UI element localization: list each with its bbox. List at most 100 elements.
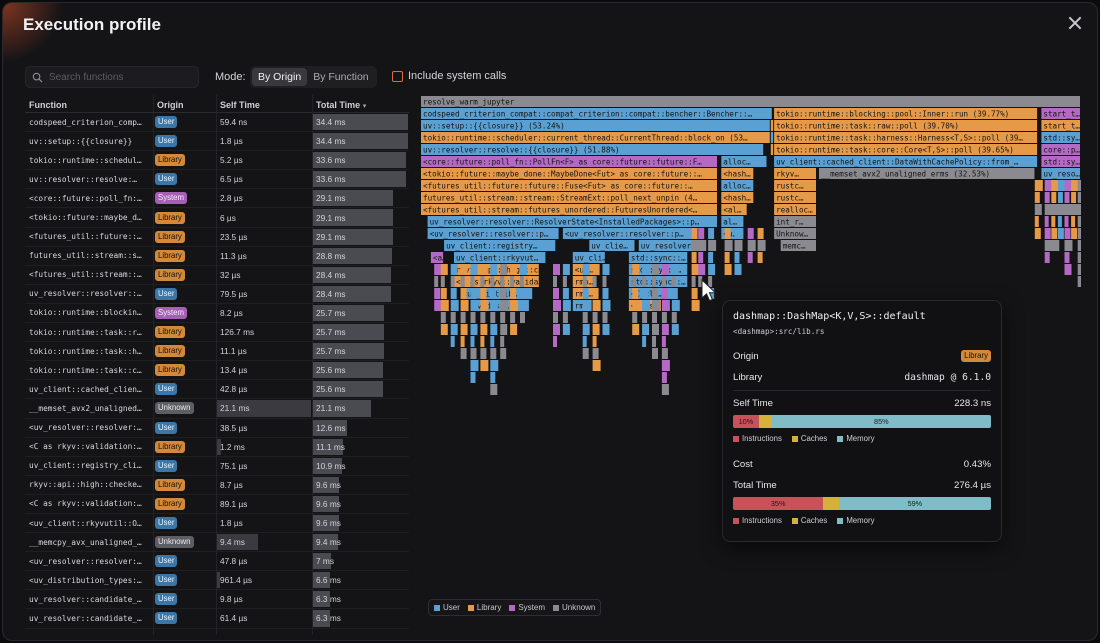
flame-frame-sliver[interactable] <box>708 288 715 299</box>
flame-frame-sliver[interactable] <box>582 336 587 347</box>
table-row[interactable]: rkyv::api::high::checke… Library 8.7 µs 9.6… <box>25 476 409 495</box>
flame-frame[interactable]: c <box>770 132 778 143</box>
flame-graph-canvas[interactable]: resolve_warm_jupyter codspeed_criterion_c… <box>421 96 1086 616</box>
flame-frame-sliver[interactable] <box>671 276 676 287</box>
flame-frame[interactable]: rkyv… <box>774 168 816 179</box>
flame-frame-sliver[interactable] <box>708 276 713 287</box>
flame-frame-sliver[interactable] <box>661 324 669 335</box>
flame-frame-sliver[interactable] <box>652 288 658 299</box>
flame-frame-rect[interactable] <box>1041 108 1080 119</box>
flame-frame-sliver[interactable] <box>582 348 589 359</box>
flame-frame-sliver[interactable] <box>1077 264 1085 275</box>
flame-frame-sliver[interactable] <box>520 276 524 287</box>
flame-frame[interactable]: <futures_util::future::future::Fuse<Fut>… <box>421 180 717 191</box>
flame-frame-sliver[interactable] <box>470 264 478 275</box>
flame-frame-sliver[interactable] <box>661 288 668 299</box>
flame-frame-sliver[interactable] <box>734 240 743 251</box>
flame-frame-sliver[interactable] <box>592 336 597 347</box>
flame-frame-sliver[interactable] <box>661 276 666 287</box>
flame-frame-rect[interactable] <box>421 108 772 119</box>
flame-frame-sliver[interactable] <box>642 288 649 299</box>
flame-frame-sliver[interactable] <box>1077 180 1086 191</box>
table-row[interactable]: <C as rkyv::validation:… Library 89.1 µs 9.… <box>25 495 409 514</box>
flame-frame-sliver[interactable] <box>1034 216 1039 227</box>
flame-frame-sliver[interactable] <box>480 264 488 275</box>
table-row[interactable]: __memset_avx2_unaligned… Unknown 21.1 ms 21… <box>25 399 409 419</box>
flame-frame-sliver[interactable] <box>440 312 446 323</box>
flame-frame[interactable]: c <box>770 144 778 155</box>
flame-frame-sliver[interactable] <box>602 312 608 323</box>
flame-frame-sliver[interactable] <box>708 228 715 239</box>
flame-frame[interactable]: uv_reso… <box>1041 168 1080 179</box>
flame-frame-sliver[interactable] <box>500 264 508 275</box>
flame-frame-sliver[interactable] <box>480 324 488 335</box>
flame-frame-sliver[interactable] <box>434 276 439 287</box>
flame-frame-sliver[interactable] <box>520 312 525 323</box>
table-row[interactable]: __memcpy_avx_unaligned_… Unknown 9.4 ms 9.4… <box>25 533 409 553</box>
flame-frame[interactable]: c <box>770 120 778 131</box>
table-row[interactable]: tokio::runtime::blockin… System 8.2 µs 25.7… <box>25 304 409 324</box>
flame-frame-sliver[interactable] <box>460 300 469 311</box>
flame-frame-sliver[interactable] <box>582 324 590 335</box>
flame-frame-rect[interactable] <box>774 204 816 215</box>
flame-frame-sliver[interactable] <box>1057 204 1065 215</box>
flame-frame-rect[interactable] <box>421 156 717 167</box>
flame-frame-sliver[interactable] <box>434 288 441 299</box>
column-header-function[interactable]: Function <box>29 100 67 110</box>
flame-frame-sliver[interactable] <box>1034 204 1042 215</box>
flame-frame-sliver[interactable] <box>1057 216 1062 227</box>
flame-frame-sliver[interactable] <box>450 312 456 323</box>
flame-frame[interactable]: uv_resolver… <box>638 240 704 251</box>
flame-frame-sliver[interactable] <box>1064 240 1073 251</box>
flame-frame-sliver[interactable] <box>1064 192 1070 203</box>
flame-frame[interactable]: tokio::runtime::task::raw::poll (39.70%) <box>774 120 1038 131</box>
flame-frame-sliver[interactable] <box>510 288 517 299</box>
flame-frame-sliver[interactable] <box>1051 240 1060 251</box>
flame-frame[interactable]: memc… <box>780 240 816 251</box>
close-icon[interactable] <box>1067 15 1083 31</box>
flame-frame-sliver[interactable] <box>450 276 455 287</box>
flame-frame-sliver[interactable] <box>480 336 485 347</box>
flame-frame-sliver[interactable] <box>691 228 698 239</box>
flame-frame-sliver[interactable] <box>698 264 706 275</box>
flame-frame[interactable]: <hash… <box>721 168 754 179</box>
mode-by-origin-button[interactable]: By Origin <box>252 68 308 86</box>
flame-frame-sliver[interactable] <box>661 348 668 359</box>
search-input[interactable] <box>48 71 198 83</box>
flame-frame-sliver[interactable] <box>450 324 458 335</box>
flame-frame[interactable]: uv_resolver::resolver::ResolverState<Ins… <box>427 216 717 227</box>
flame-frame-sliver[interactable] <box>1071 228 1078 239</box>
flame-frame-sliver[interactable] <box>757 240 766 251</box>
flame-frame[interactable]: <hash… <box>721 192 754 203</box>
table-row[interactable]: uv_resolver::candidate_… User 61.4 µs 6.3 m… <box>25 609 409 629</box>
table-row[interactable]: tokio::runtime::task::h… Library 11.1 µs 25… <box>25 342 409 362</box>
flame-frame[interactable]: <futures_util::stream::futures_unordered… <box>421 204 717 215</box>
flame-frame[interactable]: futures_util::stream::stream::StreamExt:… <box>421 192 717 203</box>
flame-frame-sliver[interactable] <box>440 276 445 287</box>
flame-frame[interactable]: uv::setup::{{closure}} (53.24%) <box>421 120 770 131</box>
flame-frame[interactable]: Unknow… <box>774 228 816 239</box>
flame-frame-sliver[interactable] <box>490 372 496 383</box>
flame-frame[interactable]: <core::future::poll_fn::PollFn<F> as cor… <box>421 156 717 167</box>
flame-frame-sliver[interactable] <box>582 300 591 311</box>
flame-frame-sliver[interactable] <box>562 276 567 287</box>
flame-frame-sliver[interactable] <box>691 264 699 275</box>
flame-frame-sliver[interactable] <box>480 360 489 371</box>
flame-frame-sliver[interactable] <box>470 276 475 287</box>
flame-frame-sliver[interactable] <box>553 264 560 275</box>
flame-frame-rect[interactable] <box>421 96 1080 107</box>
flame-frame-sliver[interactable] <box>592 276 597 287</box>
flame-frame[interactable]: uv_client::cached_client::DataWithCacheP… <box>774 156 1038 167</box>
flame-frame-sliver[interactable] <box>642 312 648 323</box>
flame-frame-sliver[interactable] <box>691 276 696 287</box>
flame-frame[interactable]: std::sy… <box>1041 156 1080 167</box>
flame-frame-rect[interactable] <box>421 204 717 215</box>
flame-frame-sliver[interactable] <box>470 324 478 335</box>
flame-frame-rect[interactable] <box>421 132 770 143</box>
flame-frame-sliver[interactable] <box>450 300 459 311</box>
flame-frame[interactable]: rustc… <box>774 180 816 191</box>
flame-frame-rect[interactable] <box>721 156 767 167</box>
flame-frame-rect[interactable] <box>721 204 747 215</box>
flame-frame-sliver[interactable] <box>652 264 659 275</box>
flame-frame[interactable]: alloc… <box>721 180 754 191</box>
